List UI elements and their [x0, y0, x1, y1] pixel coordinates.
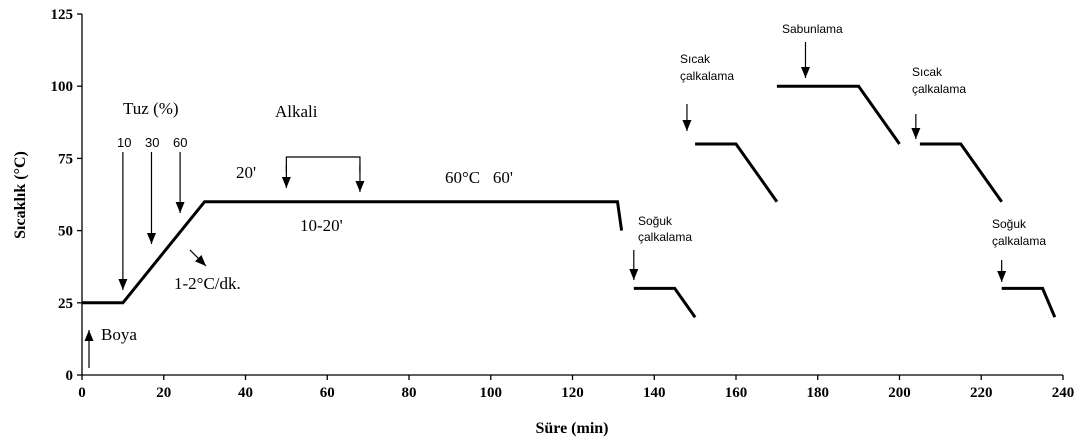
alkali-arrow-1 — [281, 165, 291, 188]
hot-rinse-2-line-1: Sıcak — [912, 65, 943, 79]
y-tick-label-2: 50 — [58, 224, 73, 240]
hot-rinse-2-arrow — [911, 114, 921, 139]
x-ticks: 0 20 40 60 80 100 120 140 160 180 200 220 240 — [78, 375, 1074, 401]
y-tick-label-4: 100 — [51, 79, 74, 95]
x-tick-label-4: 80 — [402, 385, 417, 401]
x-tick-label-3: 60 — [320, 385, 335, 401]
arrows — [84, 42, 1007, 368]
rate-label: 1-2°C/dk. — [174, 274, 241, 293]
tuz-label: Tuz (%) — [123, 99, 179, 118]
x-tick-label-0: 0 — [78, 385, 86, 401]
cold-rinse-1-line-1: Soğuk — [638, 214, 673, 228]
x-tick-label-12: 240 — [1052, 385, 1075, 401]
tuz-arrow-1 — [118, 152, 128, 290]
x-tick-label-2: 40 — [238, 385, 253, 401]
alkali-time-label: 20' — [236, 163, 256, 182]
y-tick-label-3: 75 — [58, 151, 73, 167]
hot-rinse-1-line-2: çalkalama — [680, 69, 734, 83]
tuz-arrow-2 — [146, 152, 156, 244]
cold-rinse-2-arrow — [997, 260, 1007, 282]
temperature-profile — [82, 84, 1057, 319]
cold-rinse-1-arrow — [629, 250, 639, 280]
x-tick-label-10: 200 — [888, 385, 911, 401]
hot-rinse-1-arrow — [682, 104, 692, 131]
x-tick-label-7: 140 — [643, 385, 666, 401]
tuz-step-2: 30 — [145, 135, 159, 150]
segment-4 — [776, 84, 901, 145]
y-ticks: 0 25 50 75 100 125 — [51, 7, 82, 384]
soaping-arrow — [800, 42, 810, 78]
segment-6 — [1001, 286, 1057, 318]
tuz-arrow-3 — [175, 152, 185, 213]
alkali-label: Alkali — [275, 102, 318, 121]
cold-rinse-1-line-2: çalkalama — [638, 230, 692, 244]
x-tick-label-11: 220 — [970, 385, 993, 401]
x-tick-label-5: 100 — [480, 385, 503, 401]
boya-label: Boya — [101, 325, 137, 344]
y-tick-label-5: 125 — [51, 7, 74, 23]
x-tick-label-8: 160 — [725, 385, 748, 401]
segment-2 — [633, 286, 697, 319]
x-tick-label-9: 180 — [807, 385, 830, 401]
y-tick-label-0: 0 — [66, 368, 74, 384]
annotations: Tuz (%) 10 30 60 Alkali 20' 10-20' 60°C … — [101, 22, 1046, 344]
boya-arrow — [84, 330, 94, 368]
segment-3 — [695, 142, 779, 203]
rate-arrow — [189, 249, 207, 267]
y-tick-label-1: 25 — [58, 296, 73, 312]
tuz-step-3: 60 — [173, 135, 187, 150]
x-tick-label-1: 20 — [156, 385, 171, 401]
cold-rinse-2-line-2: çalkalama — [992, 234, 1046, 248]
tuz-step-1: 10 — [117, 135, 131, 150]
alkali-duration-label: 10-20' — [300, 216, 343, 235]
segment-5 — [919, 142, 1003, 203]
hold-label: 60°C 60' — [445, 168, 513, 187]
segment-1 — [82, 200, 624, 305]
alkali-bracket — [285, 156, 361, 172]
x-axis-title: Süre (min) — [535, 420, 608, 437]
x-tick-label-6: 120 — [561, 385, 584, 401]
soaping-label: Sabunlama — [782, 22, 843, 36]
cold-rinse-2-line-1: Soğuk — [992, 217, 1027, 231]
alkali-arrow-2 — [355, 165, 365, 192]
hot-rinse-2-line-2: çalkalama — [912, 82, 966, 96]
y-axis-title: Sıcaklık (°C) — [12, 151, 29, 239]
hot-rinse-1-line-1: Sıcak — [680, 52, 711, 66]
